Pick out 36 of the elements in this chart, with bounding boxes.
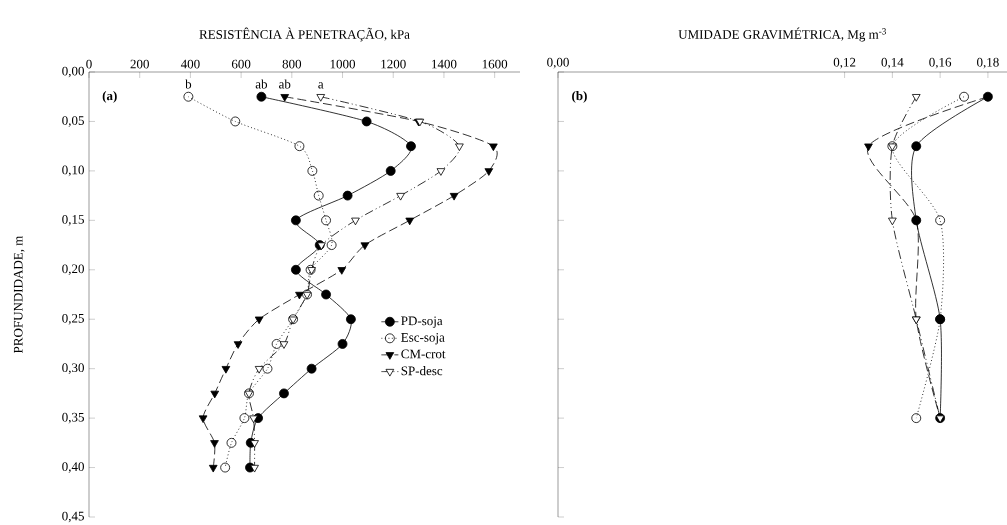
x-tick-label: 200 — [130, 59, 149, 69]
y-tick-label: 0,35 — [62, 412, 84, 424]
x-tick-label: 1600 — [482, 59, 508, 69]
annotation: b — [185, 79, 192, 89]
x-tick-label: 400 — [180, 59, 200, 69]
y-axis-title: PROFUNDIDADE, m — [13, 235, 25, 353]
x-tick-label: 1400 — [432, 59, 457, 69]
y-tick-label: 0,40 — [62, 462, 84, 473]
x-tick-label: 0 — [86, 59, 92, 69]
x-tick-label: 0,00 — [547, 57, 569, 69]
y-tick-label: 0,20 — [62, 264, 84, 276]
y-tick-label: 0,45 — [62, 511, 84, 523]
legend-label: CM-crot — [401, 349, 446, 359]
x-tick-label: 800 — [282, 59, 302, 69]
x-tick-label: 0,16 — [929, 57, 952, 69]
x-tick-label: 1200 — [381, 59, 406, 69]
x-tick-label: 0,12 — [833, 57, 856, 69]
x-axis-title: RESISTÊNCIA À PENETRAÇÃO, kPa — [199, 27, 410, 42]
annotation: ab — [279, 79, 291, 89]
x-tick-label: 0,14 — [881, 57, 904, 69]
y-tick-label: 0,05 — [62, 116, 84, 127]
legend-label: SP-desc — [401, 366, 443, 376]
x-tick-label: 600 — [231, 59, 251, 69]
x-tick-label: 1000 — [330, 59, 356, 69]
y-tick-label: 0,30 — [62, 363, 84, 374]
y-tick-label: 0,25 — [62, 313, 84, 325]
annotation: a — [318, 82, 324, 89]
x-tick-label: 0,18 — [977, 57, 999, 69]
y-tick-label: 0,15 — [62, 215, 84, 226]
annotation: (a) — [102, 91, 117, 103]
annotation: (b) — [572, 91, 587, 103]
annotation: ab — [255, 79, 268, 89]
x-axis-title: UMIDADE GRAVIMÉTRICA, Mg m$^{-3}$ — [678, 27, 886, 42]
y-tick-label: 0,10 — [62, 165, 84, 177]
legend-label: Esc-soja — [401, 333, 445, 345]
legend-label: PD-soja — [401, 316, 443, 328]
